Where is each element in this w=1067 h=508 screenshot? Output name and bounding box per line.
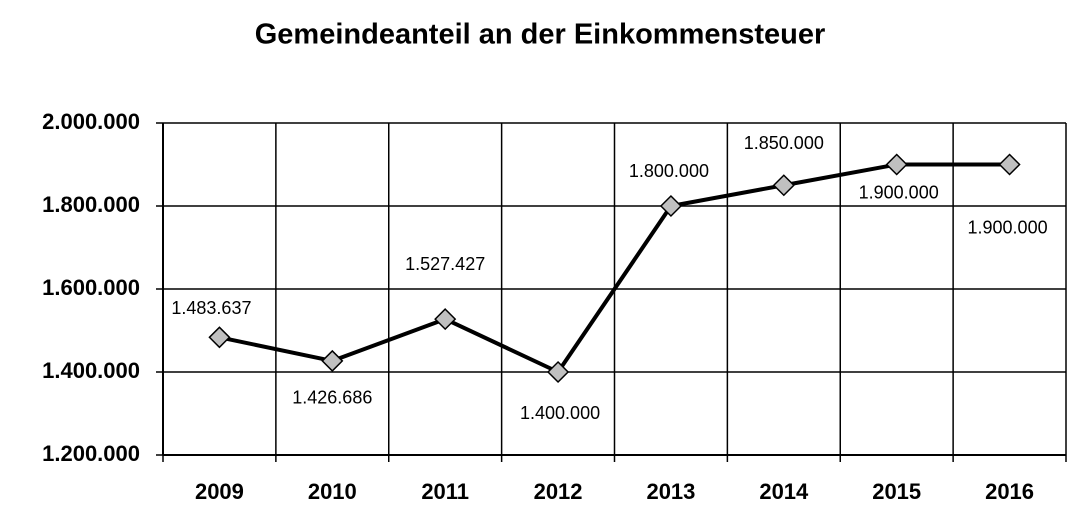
marker [659, 194, 682, 218]
marker [208, 326, 231, 349]
marker [321, 349, 344, 372]
data-label: 1.483.637 [171, 298, 251, 318]
data-label: 1.900.000 [968, 217, 1048, 237]
x-tick-label: 2009 [195, 479, 244, 504]
data-label: 1.800.000 [629, 161, 709, 181]
marker [885, 153, 908, 176]
marker [998, 153, 1021, 176]
data-label: 1.426.686 [292, 388, 372, 408]
x-tick-label: 2013 [646, 479, 695, 504]
y-tick-label: 2.000.000 [42, 109, 140, 134]
x-tick-label: 2010 [308, 479, 357, 504]
x-tick-label: 2014 [759, 479, 809, 504]
x-tick-label: 2016 [985, 479, 1034, 504]
marker [434, 308, 457, 331]
x-tick-label: 2012 [534, 479, 583, 504]
y-tick-label: 1.400.000 [42, 358, 140, 383]
data-label: 1.527.427 [405, 254, 485, 274]
x-tick-label: 2011 [421, 479, 469, 504]
y-tick-label: 1.600.000 [42, 275, 140, 300]
x-tick-label: 2015 [872, 479, 921, 504]
data-label: 1.850.000 [744, 133, 824, 153]
chart-title: Gemeindeanteil an der Einkommensteuer [255, 19, 826, 51]
y-tick-label: 1.200.000 [42, 441, 140, 466]
data-label: 1.400.000 [520, 403, 600, 423]
marker [772, 174, 795, 197]
line [219, 162, 1010, 374]
data-label: 1.900.000 [859, 182, 939, 202]
marker [547, 360, 570, 384]
y-tick-label: 1.800.000 [42, 192, 140, 217]
